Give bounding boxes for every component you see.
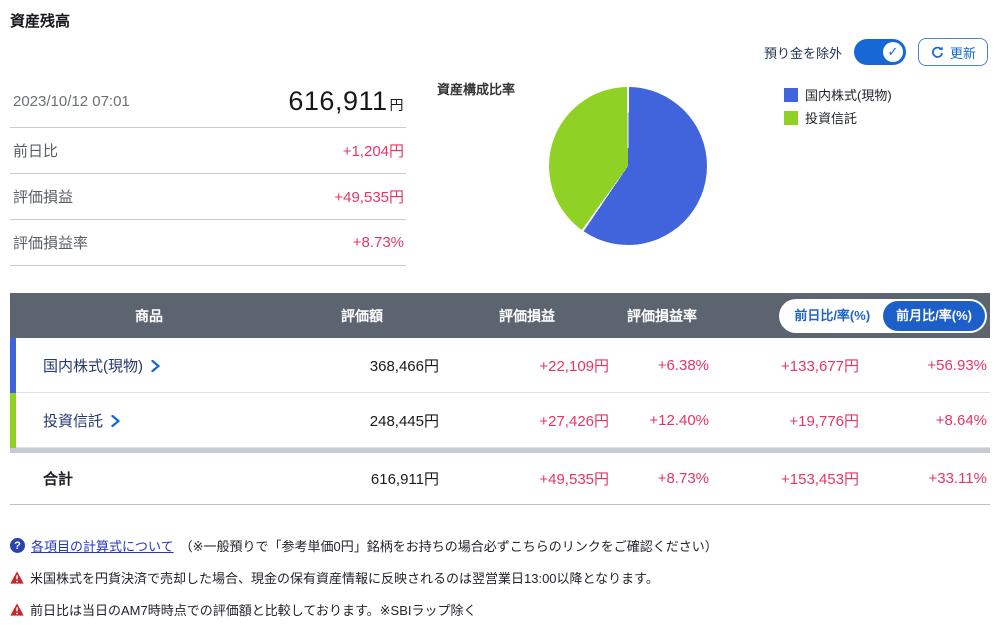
total-period-amount: +153,453円 xyxy=(781,471,859,488)
footnote-day-change: 前日比は当日のAM7時時点での評価額と比較しております。※SBIラップ除く xyxy=(10,600,990,619)
chart-legend: 国内株式(現物) 投資信託 xyxy=(784,75,892,266)
summary-total-row: 2023/10/12 07:01 616,911 円 xyxy=(10,75,406,128)
chevron-right-icon xyxy=(151,359,160,372)
total-pl-rate: +8.73% xyxy=(657,470,709,487)
exclude-deposit-label: 預り金を除外 xyxy=(763,45,842,61)
summary-row-day-change: 前日比 +1,204円 xyxy=(10,128,406,174)
legend-label-domestic-stock: 国内株式(現物) xyxy=(805,88,892,103)
legend-item-mutual-fund: 投資信託 xyxy=(784,108,892,127)
header-product: 商品 xyxy=(135,307,163,324)
product-name: 国内株式(現物) xyxy=(43,358,143,375)
table-row-domestic-stock: 国内株式(現物) 368,466円 +22,109円 +6.38% +133,6… xyxy=(10,338,990,393)
row-color-bar-green xyxy=(10,393,16,448)
footnote-calculation: ? 各項目の計算式について （※一般預りで「参考単価0円」銘柄をお持ちの場合必ず… xyxy=(10,536,990,555)
table-row-mutual-fund: 投資信託 248,445円 +27,426円 +12.40% +19,776円 … xyxy=(10,393,990,448)
total-pl: +49,535円 xyxy=(539,471,609,488)
total-divider xyxy=(10,448,990,453)
cell-pl: +22,109円 xyxy=(539,358,609,375)
asset-composition-pie-chart xyxy=(549,87,707,245)
footnote-us-stock-text: 米国株式を円貨決済で売却した場合、現金の保有資産情報に反映されるのは翌営業日13… xyxy=(30,571,659,586)
toggle-check-icon: ✓ xyxy=(882,42,903,62)
cell-pl-rate: +6.38% xyxy=(657,357,709,374)
chevron-right-icon xyxy=(111,414,120,427)
period-toggle-month[interactable]: 前月比/率(%) xyxy=(883,300,985,331)
table-header: 商品 評価額 評価損益 評価損益率 前日比/率(%) 前月比/率(%) xyxy=(10,293,990,338)
day-change-label: 前日比 xyxy=(13,143,59,160)
summary-and-chart: 2023/10/12 07:01 616,911 円 前日比 +1,204円 評価… xyxy=(10,75,990,266)
header-pl-rate: 評価損益率 xyxy=(627,307,697,324)
warning-icon xyxy=(10,571,24,584)
footnote-calculation-text: （※一般預りで「参考単価0円」銘柄をお持ちの場合必ずこちらのリンクをご確認くださ… xyxy=(179,539,718,554)
product-link-mutual-fund[interactable]: 投資信託 xyxy=(16,410,282,431)
refresh-label: 更新 xyxy=(949,45,976,61)
cell-period-rate: +8.64% xyxy=(935,412,987,429)
total-period-rate: +33.11% xyxy=(928,470,987,487)
footnote-day-change-text: 前日比は当日のAM7時時点での評価額と比較しております。※SBIラップ除く xyxy=(30,603,477,618)
period-toggle-group: 前日比/率(%) 前月比/率(%) xyxy=(779,298,987,333)
question-icon: ? xyxy=(10,538,25,553)
footnotes: ? 各項目の計算式について （※一般預りで「参考単価0円」銘柄をお持ちの場合必ず… xyxy=(10,536,990,619)
row-color-bar-blue xyxy=(10,338,16,393)
pl-value: +49,535円 xyxy=(334,189,404,206)
total-asset-number: 616,911 xyxy=(288,85,388,116)
warning-icon xyxy=(10,603,24,616)
period-toggle-day[interactable]: 前日比/率(%) xyxy=(794,307,871,323)
asset-table: 商品 評価額 評価損益 評価損益率 前日比/率(%) 前月比/率(%) 国内株式… xyxy=(10,293,990,505)
refresh-button[interactable]: 更新 xyxy=(917,38,988,66)
header-pl: 評価損益 xyxy=(499,307,555,324)
top-controls: 預り金を除外 ✓ 更新 xyxy=(10,37,988,67)
pl-rate-label: 評価損益率 xyxy=(13,235,89,252)
cell-period-amount: +133,677円 xyxy=(781,358,859,375)
summary-panel: 2023/10/12 07:01 616,911 円 前日比 +1,204円 評価… xyxy=(10,75,406,266)
total-value: 616,911円 xyxy=(370,471,439,488)
cell-pl: +27,426円 xyxy=(539,413,609,430)
composition-chart-area: 資産構成比率 国内株式(現物) 投資信託 xyxy=(406,75,990,266)
footnote-us-stock: 米国株式を円貨決済で売却した場合、現金の保有資産情報に反映されるのは翌営業日13… xyxy=(10,568,990,587)
cell-value: 368,466円 xyxy=(369,358,439,375)
table-row-total: 合計 616,911円 +49,535円 +8.73% +153,453円 +3… xyxy=(10,453,990,505)
page-title: 資産残高 xyxy=(10,13,71,30)
total-asset-unit: 円 xyxy=(389,96,404,113)
cell-pl-rate: +12.40% xyxy=(649,412,709,429)
pl-rate-value: +8.73% xyxy=(352,234,404,251)
day-change-value: +1,204円 xyxy=(342,143,404,160)
pl-label: 評価損益 xyxy=(13,189,74,206)
total-asset-value: 616,911 円 xyxy=(288,86,404,117)
period-toggle: 前日比/率(%) 前月比/率(%) xyxy=(712,298,990,333)
total-label: 合計 xyxy=(43,471,74,488)
chart-title: 資産構成比率 xyxy=(437,82,516,97)
calculation-formula-link[interactable]: 各項目の計算式について xyxy=(31,539,174,554)
cell-period-rate: +56.93% xyxy=(927,357,987,374)
legend-swatch-blue xyxy=(784,87,798,102)
summary-row-pl-rate: 評価損益率 +8.73% xyxy=(10,220,406,266)
cell-value: 248,445円 xyxy=(369,413,439,430)
legend-label-mutual-fund: 投資信託 xyxy=(805,111,858,126)
product-link-domestic-stock[interactable]: 国内株式(現物) xyxy=(16,355,282,376)
as-of-timestamp: 2023/10/12 07:01 xyxy=(13,92,130,110)
exclude-deposit-toggle[interactable]: ✓ xyxy=(853,39,906,65)
cell-period-amount: +19,776円 xyxy=(789,413,859,430)
product-name: 投資信託 xyxy=(43,413,104,430)
legend-item-domestic-stock: 国内株式(現物) xyxy=(784,85,892,104)
refresh-icon xyxy=(930,45,945,60)
summary-row-pl: 評価損益 +49,535円 xyxy=(10,174,406,220)
legend-swatch-green xyxy=(784,110,798,125)
header-value: 評価額 xyxy=(341,307,383,324)
